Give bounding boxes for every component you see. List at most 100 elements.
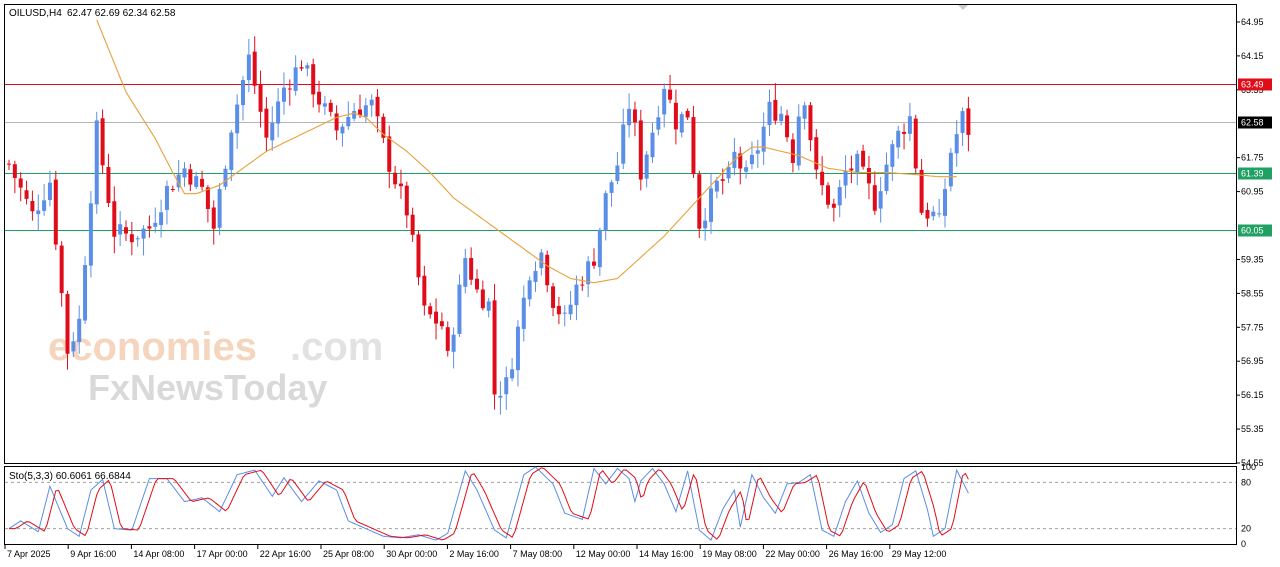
candle-bear [966, 108, 971, 135]
candle-bull [182, 168, 187, 178]
candle-bull [276, 101, 281, 124]
candle-bear [434, 311, 439, 324]
candle-bear [211, 207, 216, 229]
time-tick-label: 26 May 16:00 [829, 549, 884, 559]
candle-bull [83, 265, 88, 321]
candle-bear [673, 102, 678, 130]
stoch-label: Sto(5,3,3) 60.6061 66.6844 [9, 471, 131, 482]
candle-bear [720, 179, 725, 181]
candle-bear [30, 201, 35, 212]
candle-bull [878, 191, 883, 209]
candle-bull [521, 297, 526, 329]
time-tick-label: 22 Apr 16:00 [260, 549, 311, 559]
level-tag-label: 60.05 [1241, 226, 1264, 236]
candle-bear [422, 275, 427, 306]
candle-bear [691, 117, 696, 175]
candle-bear [545, 254, 550, 286]
candle-bear [404, 185, 409, 216]
candle-bull [761, 126, 766, 152]
candle-bull [726, 166, 731, 179]
candle-bear [188, 169, 193, 185]
candle-bear [475, 278, 479, 290]
candle-bull [463, 258, 468, 287]
candle-bull [153, 222, 158, 227]
candle-bear [849, 168, 854, 171]
candle-bear [872, 185, 877, 211]
candle-bull [352, 110, 357, 119]
candle-bull [486, 301, 491, 311]
level-tag-label: 63.49 [1241, 80, 1264, 90]
candle-bull [603, 193, 608, 231]
candle-bull [77, 318, 82, 342]
stoch-panel[interactable] [4, 466, 1237, 545]
candle-bull [135, 238, 140, 240]
candle-bull [515, 326, 520, 371]
candle-bear [790, 139, 795, 163]
candle-bull [644, 154, 649, 179]
candle-bear [258, 84, 263, 112]
price-tick-label: 56.95 [1241, 356, 1264, 366]
candle-bear [439, 321, 444, 327]
candle-bull [322, 103, 327, 107]
candle-bear [398, 183, 403, 187]
stoch-d-line [9, 467, 969, 541]
candle-bear [252, 51, 257, 86]
candle-bull [246, 54, 251, 81]
candle-bear [820, 171, 825, 186]
candle-bear [697, 174, 702, 229]
candle-bull [504, 377, 509, 395]
candle-bull [217, 189, 222, 228]
candle-bull [890, 144, 895, 167]
candle-bull [749, 154, 754, 165]
candle-bull [943, 189, 947, 216]
main-panel[interactable] [4, 4, 1237, 464]
level-tag-label: 61.39 [1241, 169, 1264, 179]
candle-bull [948, 152, 953, 187]
candle-bull [194, 176, 199, 187]
stoch-tick-label: 20 [1241, 524, 1251, 534]
chart-shift-marker[interactable] [958, 5, 968, 10]
stoch-tick-label: 0 [1241, 539, 1246, 549]
candle-bear [24, 190, 29, 199]
candle-bull [744, 167, 749, 172]
candle-bear [428, 306, 433, 315]
ma-line [96, 19, 957, 284]
candle-bear [826, 185, 830, 205]
candle-bear [317, 91, 322, 105]
candle-bull [340, 126, 345, 134]
candle-bear [773, 99, 778, 121]
candle-bull [767, 101, 772, 126]
candle-bear [287, 88, 292, 90]
candle-bull [527, 280, 532, 300]
price-tick-label: 60.95 [1241, 187, 1264, 197]
candle-bear [100, 118, 105, 166]
candle-bear [393, 172, 398, 185]
candle-bull [884, 164, 889, 191]
candle-bear [112, 201, 117, 237]
candle-bear [381, 116, 386, 138]
candle-bear [59, 245, 64, 294]
candle-bear [18, 178, 23, 188]
candle-bear [129, 234, 134, 243]
moving-average [96, 19, 957, 284]
candle-bear [106, 166, 111, 203]
candle-bull [457, 284, 462, 334]
candle-bear [328, 102, 333, 112]
candle-bear [205, 187, 210, 210]
candle-bear [902, 131, 907, 134]
candle-bull [223, 168, 228, 187]
candle-bear [580, 284, 585, 286]
ohlc-values: 62.47 62.69 62.34 62.58 [67, 8, 176, 19]
time-tick-label: 25 Apr 08:00 [323, 549, 374, 559]
candle-bear [124, 227, 128, 234]
candle-bull [281, 87, 286, 102]
candle-bear [808, 105, 813, 141]
candle-bull [714, 180, 719, 192]
candle-bull [615, 165, 620, 181]
time-tick-label: 7 Apr 2025 [7, 549, 51, 559]
candle-bear [551, 286, 556, 308]
stoch-tick-label: 80 [1241, 477, 1251, 487]
candle-bull [779, 113, 784, 122]
candle-bull [118, 224, 123, 235]
